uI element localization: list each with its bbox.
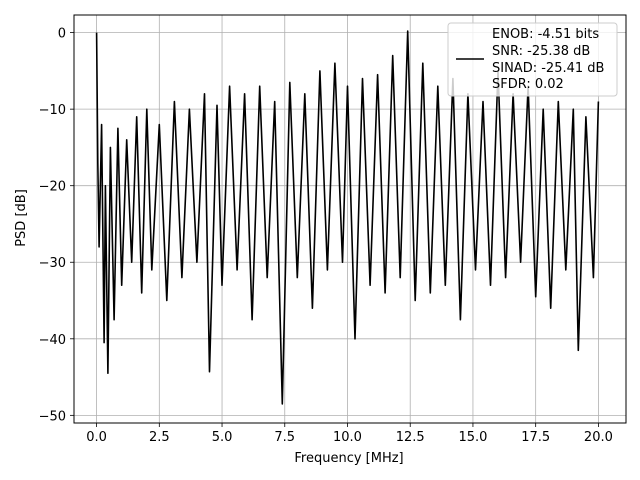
x-axis: 0.0 2.5 5.0 7.5 10.0 12.5 15.0 17.5 20.0 <box>86 423 613 445</box>
x-tick-label: 5.0 <box>212 430 233 445</box>
plot-frame <box>73 14 627 424</box>
x-tick-label: 17.5 <box>521 430 550 445</box>
legend-entry-snr: SNR: -25.38 dB <box>492 44 590 59</box>
x-tick-label: 15.0 <box>458 430 487 445</box>
y-tick-label: −50 <box>39 409 66 424</box>
data-layer <box>95 30 600 405</box>
y-tick-label: −40 <box>39 333 66 348</box>
y-tick-label: −10 <box>39 103 66 118</box>
x-tick-label: 7.5 <box>274 430 295 445</box>
legend: ENOB: -4.51 bits SNR: -25.38 dB SINAD: -… <box>447 22 618 97</box>
legend-box <box>447 22 618 97</box>
y-tick-label: −20 <box>39 180 66 195</box>
x-axis-label: Frequency [MHz] <box>294 451 403 466</box>
x-tick-label: 10.0 <box>333 430 362 445</box>
y-axis-label: PSD [dB] <box>14 189 29 247</box>
x-tick-label: 0.0 <box>86 430 107 445</box>
psd-series-line <box>95 30 600 405</box>
legend-entry-enob: ENOB: -4.51 bits <box>492 27 599 42</box>
x-tick-label: 20.0 <box>584 430 613 445</box>
y-tick-label: −30 <box>39 256 66 271</box>
legend-entry-sfdr: SFDR: 0.02 <box>492 77 564 92</box>
legend-entry-sinad: SINAD: -25.41 dB <box>492 61 604 76</box>
x-tick-label: 12.5 <box>396 430 425 445</box>
y-tick-label: 0 <box>58 27 66 42</box>
y-axis: 0 −10 −20 −30 −40 −50 <box>39 27 74 424</box>
x-tick-label: 2.5 <box>149 430 170 445</box>
